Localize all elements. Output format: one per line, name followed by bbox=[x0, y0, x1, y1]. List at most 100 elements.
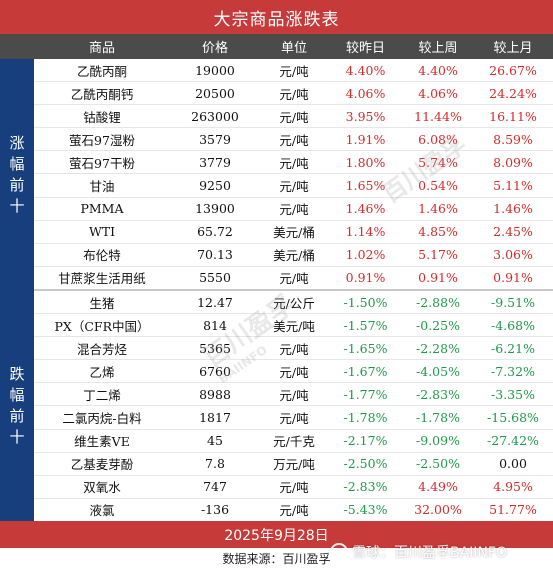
cell-month: -9.51% bbox=[491, 294, 535, 310]
cell-day: 1.14% bbox=[345, 224, 386, 240]
table-row: 甘蔗浆生活用纸 5550 元/吨 0.91% 0.91% 0.91% bbox=[34, 267, 553, 290]
cell-week: -2.88% bbox=[416, 294, 460, 310]
cell-unit: 元/吨 bbox=[279, 364, 309, 380]
cell-name: 乙酰丙酮钙 bbox=[70, 86, 134, 102]
section-label-char: 涨 bbox=[9, 133, 25, 152]
cell-month: -27.42% bbox=[487, 433, 539, 449]
cell-price: 263000 bbox=[191, 108, 239, 124]
cell-unit: 元/吨 bbox=[279, 271, 309, 287]
section-label-char: 幅 bbox=[9, 385, 25, 404]
header-day: 较昨日 bbox=[345, 41, 385, 56]
cell-price: 9250 bbox=[199, 178, 231, 193]
cell-unit: 元/吨 bbox=[279, 411, 309, 426]
section-label-char: 十 bbox=[9, 196, 25, 215]
cell-day: -1.65% bbox=[343, 340, 388, 356]
cell-week: 5.74% bbox=[418, 154, 458, 170]
cell-day: -2.50% bbox=[343, 456, 388, 472]
cell-month: 2.45% bbox=[493, 224, 533, 240]
cell-unit: 元/吨 bbox=[279, 132, 309, 148]
cell-day: -1.77% bbox=[343, 386, 388, 402]
cell-unit: 元/吨 bbox=[279, 179, 309, 194]
table-row: 钴酸锂 263000 元/吨 3.95% 11.44% 16.11% bbox=[34, 105, 553, 129]
cell-name: 维生素VE bbox=[74, 434, 130, 450]
cell-unit: 元/吨 bbox=[279, 341, 309, 357]
cell-week: 6.08% bbox=[418, 131, 458, 147]
cell-day: -1.57% bbox=[343, 317, 388, 333]
table-row: 乙烯 6760 元/吨 -1.67% -4.05% -7.32% bbox=[34, 360, 553, 384]
table-row: 混合芳烃 5365 元/吨 -1.65% -2.28% -6.21% bbox=[34, 337, 553, 361]
table-row: WTI 65.72 美元/桶 1.14% 4.85% 2.45% bbox=[34, 221, 553, 244]
cell-unit: 元/吨 bbox=[279, 155, 309, 171]
header-month: 较上月 bbox=[493, 41, 533, 56]
cell-name: 钴酸锂 bbox=[83, 109, 121, 125]
cell-day: 4.06% bbox=[345, 85, 386, 101]
cell-month: 0.91% bbox=[493, 270, 533, 286]
cell-unit: 元/吨 bbox=[279, 202, 309, 218]
table-row: 萤石97湿粉 3579 元/吨 1.91% 6.08% 8.59% bbox=[34, 128, 553, 152]
table-row: 布伦特 70.13 美元/桶 1.02% 5.17% 3.06% bbox=[34, 244, 553, 267]
table-row: 双氧水 747 元/吨 -2.83% 4.49% 4.95% bbox=[34, 476, 553, 499]
cell-price: 3779 bbox=[199, 154, 231, 170]
cell-day: -2.17% bbox=[343, 433, 388, 449]
cell-name: 混合芳烃 bbox=[76, 341, 127, 357]
cell-name: 布伦特 bbox=[83, 248, 121, 264]
cell-price: 20500 bbox=[195, 85, 235, 101]
cell-day: -1.50% bbox=[343, 294, 388, 310]
table-row: 生猪 12.47 元/公斤 -1.50% -2.88% -9.51% bbox=[34, 291, 553, 315]
cell-unit: 元/吨 bbox=[279, 109, 309, 125]
cell-name: 乙烯 bbox=[89, 364, 115, 380]
cell-name: 丁二烯 bbox=[83, 387, 121, 403]
cell-week: 1.46% bbox=[418, 201, 458, 217]
cell-week: 0.91% bbox=[418, 270, 458, 286]
cell-price: 45 bbox=[207, 433, 223, 449]
cell-day: -5.43% bbox=[343, 502, 388, 518]
cell-unit: 元/千克 bbox=[273, 434, 315, 450]
cell-month: 16.11% bbox=[489, 108, 537, 124]
snowball-watermark: 雪球：百川盈孚BAIINFO bbox=[330, 541, 507, 563]
cell-unit: 美元/桶 bbox=[273, 248, 315, 264]
cell-month: 8.09% bbox=[493, 154, 533, 170]
table-title: 大宗商品涨跌表 bbox=[0, 0, 553, 34]
cell-price: 3579 bbox=[199, 131, 231, 147]
cell-price: -136 bbox=[200, 502, 230, 518]
cell-week: -2.83% bbox=[416, 386, 460, 402]
cell-price: 747 bbox=[203, 479, 227, 495]
cell-month: -6.21% bbox=[491, 340, 535, 356]
cell-name: 双氧水 bbox=[83, 480, 121, 496]
cell-unit: 元/吨 bbox=[279, 480, 309, 496]
date-bar: 2025年9月28日 bbox=[0, 521, 553, 548]
cell-price: 7.8 bbox=[205, 456, 225, 472]
cell-week: 4.06% bbox=[418, 85, 458, 101]
cell-unit: 元/吨 bbox=[279, 63, 309, 79]
cell-day: 1.46% bbox=[345, 201, 386, 217]
cell-price: 5365 bbox=[199, 340, 231, 356]
cell-unit: 元/吨 bbox=[279, 86, 309, 102]
cell-day: 1.91% bbox=[345, 131, 386, 147]
cell-name: PX（CFR中国） bbox=[54, 318, 150, 334]
cell-price: 814 bbox=[203, 317, 227, 333]
table-row: 液氯 -136 元/吨 -5.43% 32.00% 51.77% bbox=[34, 499, 553, 522]
section-label-char: 跌 bbox=[9, 364, 25, 383]
cell-unit: 元/公斤 bbox=[273, 295, 315, 311]
header-unit: 单位 bbox=[280, 41, 307, 56]
cell-price: 5550 bbox=[199, 270, 231, 286]
cell-name: 二氯丙烷-白料 bbox=[62, 411, 142, 426]
section-label-char: 前 bbox=[9, 175, 25, 194]
cell-day: 1.02% bbox=[345, 247, 386, 263]
section-label-char: 幅 bbox=[9, 154, 25, 173]
cell-week: 32.00% bbox=[414, 502, 462, 518]
cell-week: 5.17% bbox=[418, 247, 458, 263]
column-header-row: 商品 价格 单位 较昨日 较上周 较上月 bbox=[0, 34, 553, 59]
cell-day: -2.83% bbox=[343, 479, 388, 495]
table-row: 甘油 9250 元/吨 1.65% 0.54% 5.11% bbox=[34, 175, 553, 198]
cell-day: -1.67% bbox=[343, 363, 388, 379]
cell-unit: 美元/吨 bbox=[273, 318, 315, 334]
table-row: PX（CFR中国） 814 美元/吨 -1.57% -0.25% -4.68% bbox=[34, 314, 553, 338]
cell-month: -7.32% bbox=[491, 363, 535, 379]
header-week: 较上周 bbox=[418, 41, 458, 56]
data-source: 数据来源：百川盈孚 bbox=[222, 551, 331, 566]
header-price: 价格 bbox=[201, 41, 228, 56]
table-row: 乙基麦芽酚 7.8 万元/吨 -2.50% -2.50% 0.00 bbox=[34, 453, 553, 476]
cell-price: 8988 bbox=[199, 386, 231, 402]
section-label-char: 前 bbox=[9, 406, 25, 425]
